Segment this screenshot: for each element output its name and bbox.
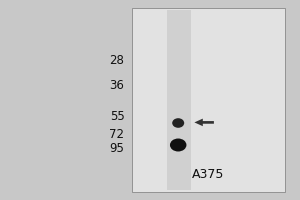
Text: 36: 36: [110, 79, 124, 92]
Text: 72: 72: [110, 129, 124, 142]
Text: A375: A375: [192, 168, 225, 180]
Text: 28: 28: [110, 53, 124, 66]
Text: 55: 55: [110, 110, 124, 123]
Text: 95: 95: [110, 142, 124, 156]
